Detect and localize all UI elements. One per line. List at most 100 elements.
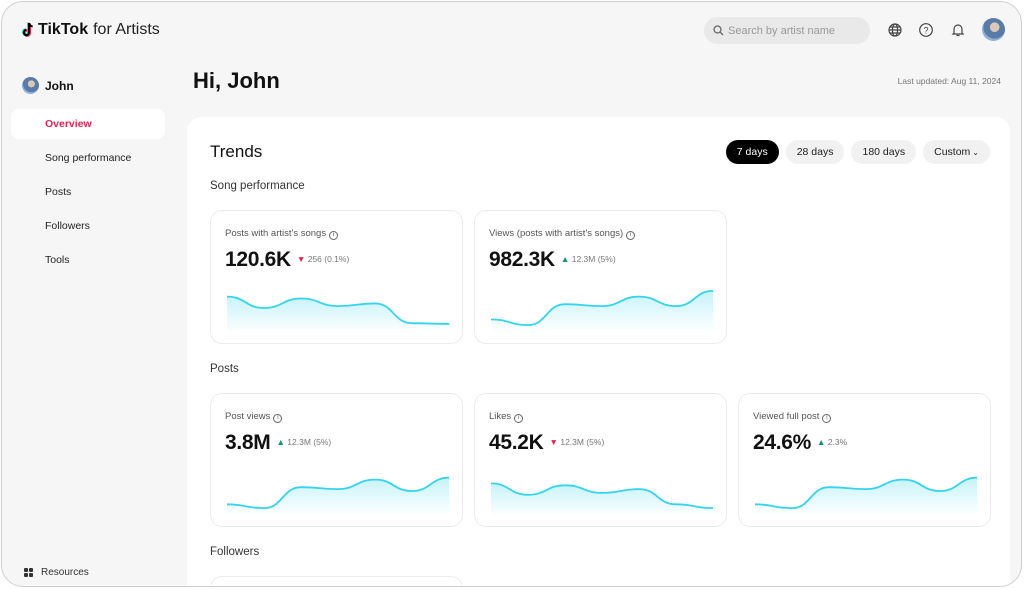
search-icon xyxy=(713,25,724,36)
delta-text: 12.3M (5%) xyxy=(560,437,605,447)
metric-value-text: 24.6% xyxy=(753,431,812,454)
brand-suffix: for Artists xyxy=(93,21,160,38)
range-custom-dropdown[interactable]: Custom ⌄ xyxy=(923,140,990,164)
sparkline-chart xyxy=(491,290,713,333)
sparkline-chart xyxy=(755,476,977,516)
search-input[interactable]: Search by artist name xyxy=(704,17,870,44)
sparkline-area xyxy=(227,296,449,333)
delta-text: 12.3M (5%) xyxy=(571,254,616,264)
range-28-days[interactable]: 28 days xyxy=(785,140,845,164)
triangle-down-icon: ▼ xyxy=(296,254,306,264)
metric-value: 45.2K ▼ 12.3M (5%) xyxy=(489,431,604,455)
sparkline-line xyxy=(227,476,449,510)
sparkline-area xyxy=(491,483,713,516)
info-icon[interactable]: i xyxy=(514,414,524,423)
metric-delta: ▲ 12.3M (5%) xyxy=(277,437,332,447)
metric-card[interactable]: Views (posts with artist's songs) i 982.3… xyxy=(474,210,727,344)
sparkline-line xyxy=(755,476,977,510)
metric-delta: ▼ 256 (0.1%) xyxy=(297,254,349,264)
info-icon[interactable]: i xyxy=(626,231,636,240)
metric-label-text: Post views xyxy=(225,411,271,422)
metric-label: Post views i xyxy=(225,411,283,423)
profile-avatar[interactable] xyxy=(982,18,1005,41)
section-title: Song performance xyxy=(210,180,305,192)
last-updated: Last updated: Aug 11, 2024 xyxy=(897,76,1001,86)
sidebar-item-overview[interactable]: Overview xyxy=(11,109,165,139)
resources-label: Resources xyxy=(41,567,89,578)
metric-label: Views (posts with artist's songs) i xyxy=(489,228,636,240)
metric-delta: ▲ 2.3% xyxy=(817,437,847,447)
metric-label: Viewed full post i xyxy=(753,411,832,423)
chevron-down-icon: ⌄ xyxy=(972,148,979,157)
metric-value-text: 45.2K xyxy=(489,431,544,454)
metric-card[interactable]: Viewed full post i 24.6% ▲ 2.3% xyxy=(738,393,991,527)
search-placeholder: Search by artist name xyxy=(728,24,835,37)
metric-value-text: 982.3K xyxy=(489,248,555,271)
sidebar-item-resources[interactable]: Resources xyxy=(24,567,89,578)
metric-label: Likes i xyxy=(489,411,524,423)
sparkline-line xyxy=(227,295,449,325)
section-title: Followers xyxy=(210,546,260,558)
sparkline-chart xyxy=(227,476,449,516)
metric-value: 24.6% ▲ 2.3% xyxy=(753,431,847,455)
info-icon[interactable]: i xyxy=(273,414,283,423)
sidebar-item-posts[interactable]: Posts xyxy=(45,186,72,198)
sparkline-area xyxy=(227,477,449,516)
sparkline-line xyxy=(491,482,713,509)
sparkline-area xyxy=(491,290,713,333)
info-icon[interactable]: i xyxy=(822,414,832,423)
metric-delta: ▼ 12.3M (5%) xyxy=(550,437,605,447)
metric-label-text: Viewed full post xyxy=(753,411,820,422)
metric-label: Posts with artist's songs i xyxy=(225,228,339,240)
metric-delta: ▲ 12.3M (5%) xyxy=(561,254,616,264)
triangle-up-icon: ▲ xyxy=(560,254,570,264)
avatar xyxy=(22,77,39,94)
sidebar-nav: Overview Song performance Posts Follower… xyxy=(11,109,165,279)
sidebar-item-tools[interactable]: Tools xyxy=(45,254,70,266)
metric-label-text: Posts with artist's songs xyxy=(225,228,327,239)
metric-label-text: Likes xyxy=(489,411,512,422)
trends-panel: Trends 7 days 28 days 180 days Custom ⌄ S… xyxy=(187,117,1010,586)
metric-card[interactable]: Posts with artist's songs i 120.6K ▼ 256 (… xyxy=(210,210,463,344)
globe-icon[interactable] xyxy=(887,22,903,38)
sparkline-line xyxy=(491,290,713,327)
sidebar-user[interactable]: John xyxy=(22,77,74,94)
triangle-down-icon: ▼ xyxy=(549,437,558,447)
help-icon[interactable]: ? xyxy=(918,22,934,38)
range-180-days[interactable]: 180 days xyxy=(851,140,917,164)
metric-card[interactable]: Likes i 45.2K ▼ 12.3M (5%) xyxy=(474,393,727,527)
info-icon[interactable]: i xyxy=(329,231,339,240)
triangle-up-icon: ▲ xyxy=(276,437,285,447)
range-selector: 7 days 28 days 180 days Custom ⌄ xyxy=(725,140,990,164)
metric-card[interactable] xyxy=(210,576,463,586)
delta-text: 12.3M (5%) xyxy=(287,437,332,447)
metric-value-text: 120.6K xyxy=(225,248,291,271)
metric-value-text: 3.8M xyxy=(225,431,271,454)
custom-label: Custom xyxy=(934,146,971,158)
bell-icon[interactable] xyxy=(950,22,966,38)
sparkline-chart xyxy=(227,295,449,333)
metric-value: 982.3K ▲ 12.3M (5%) xyxy=(489,248,616,272)
sidebar-item-song-performance[interactable]: Song performance xyxy=(45,152,132,164)
sparkline-area xyxy=(755,477,977,516)
metric-card[interactable]: Post views i 3.8M ▲ 12.3M (5%) xyxy=(210,393,463,527)
delta-text: 2.3% xyxy=(827,437,848,447)
svg-text:?: ? xyxy=(923,25,928,35)
grid-icon xyxy=(24,568,33,577)
metric-label-text: Views (posts with artist's songs) xyxy=(489,228,624,239)
range-7-days[interactable]: 7 days xyxy=(725,140,779,164)
sidebar-item-followers[interactable]: Followers xyxy=(45,220,90,232)
metric-value: 120.6K ▼ 256 (0.1%) xyxy=(225,248,349,272)
section-title: Posts xyxy=(210,363,239,375)
metric-value: 3.8M ▲ 12.3M (5%) xyxy=(225,431,331,455)
logo[interactable]: TikTok for Artists xyxy=(21,21,160,39)
triangle-up-icon: ▲ xyxy=(817,437,826,447)
user-name: John xyxy=(45,78,74,93)
delta-text: 256 (0.1%) xyxy=(307,254,350,264)
brand-name: TikTok xyxy=(38,21,89,38)
tiktok-logo-icon xyxy=(21,22,33,37)
sparkline-chart xyxy=(491,482,713,516)
page-title: Hi, John xyxy=(193,68,280,93)
trends-title: Trends xyxy=(210,142,263,161)
